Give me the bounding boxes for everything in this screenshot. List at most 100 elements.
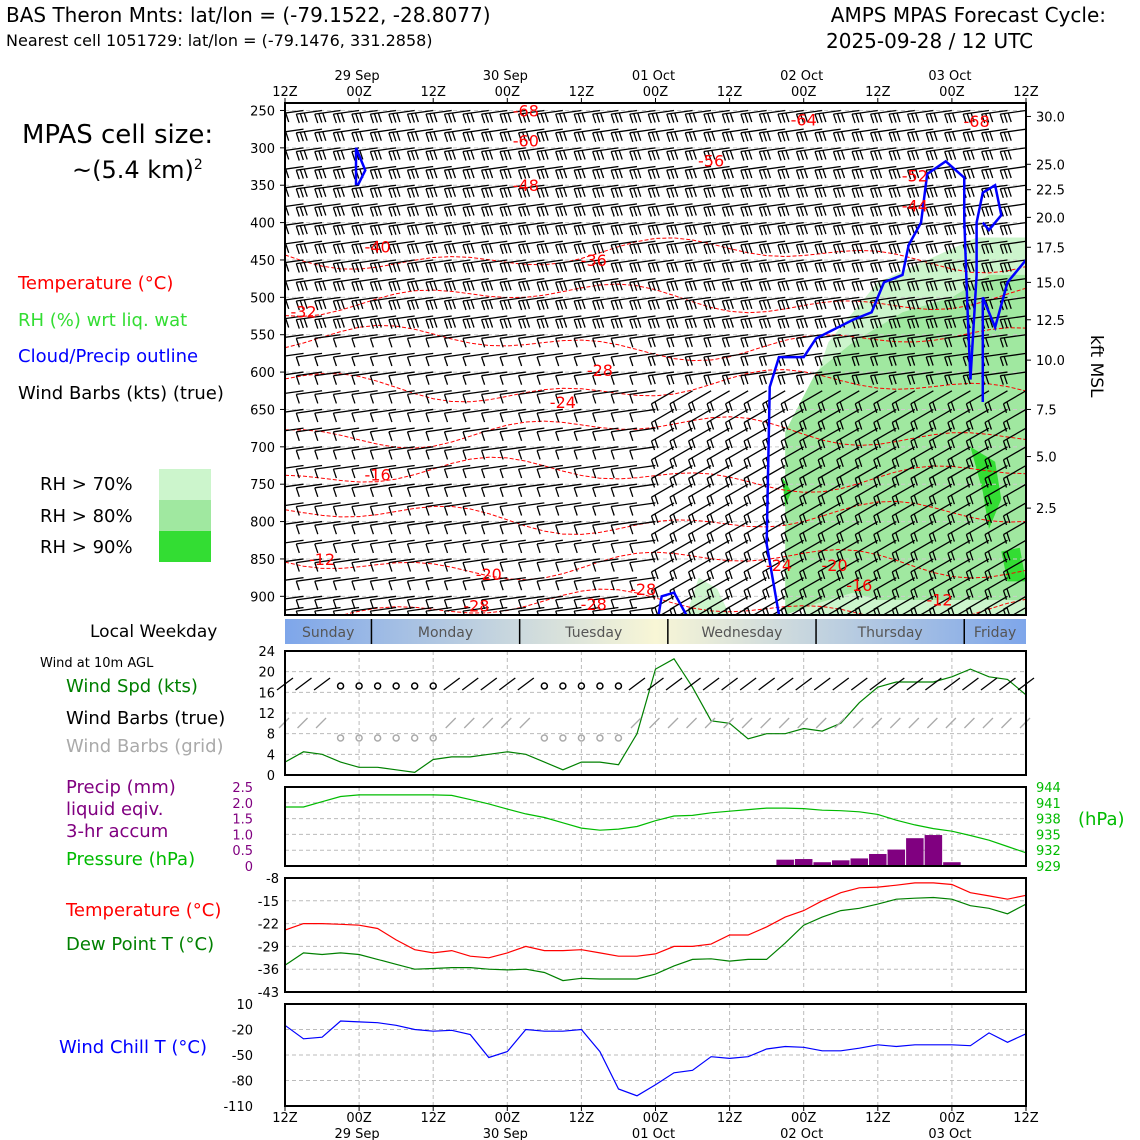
wind-barb-feather [666, 225, 671, 236]
wind-barb-feather [707, 337, 712, 348]
wind-barb-feather [947, 244, 953, 254]
wind-barb-feather [392, 225, 397, 235]
wind-barb [759, 203, 786, 209]
wind-barb [1003, 483, 1026, 498]
wind-barb [762, 595, 786, 610]
wind-barb [611, 539, 638, 545]
wind-barb-feather [989, 318, 994, 328]
wind-barb-feather [336, 281, 341, 291]
wind-barb-feather [629, 113, 634, 124]
wind-barb-feather [470, 112, 475, 123]
wind-barb-feather [989, 168, 994, 179]
wind-barb-feather [278, 544, 281, 553]
wind-barb-feather [950, 438, 956, 449]
wind-barb [836, 595, 860, 610]
wind-barb-feather [799, 244, 805, 254]
wind-barb-feather [536, 394, 541, 404]
wind-barb-feather [555, 282, 560, 292]
wind-barb-feather [859, 112, 864, 123]
wind-barb-feather [517, 394, 523, 404]
wind-barb-feather [669, 459, 674, 470]
wind-barb-feather [499, 487, 504, 498]
wind-barb-feather [799, 262, 805, 273]
wind-barb-feather [1006, 438, 1011, 449]
wind-barb-feather [521, 300, 527, 310]
wind-barb [1003, 464, 1026, 480]
wind-barb-feather [373, 113, 379, 123]
wind-barb-feather [406, 338, 412, 348]
wind-barb-feather [709, 457, 715, 468]
wind-barb-feather [873, 225, 879, 235]
wind-barb-feather [691, 513, 696, 524]
wind-barb-feather [392, 244, 397, 254]
wind-barb-feather [451, 168, 457, 179]
wind-barb-feather [933, 224, 938, 235]
wind-barb-feather [299, 188, 304, 198]
top-date-label: 02 Oct [780, 69, 823, 84]
wind-barb-feather [285, 224, 290, 235]
wind-barb-feather [462, 132, 467, 143]
wind-barb-feather [743, 553, 748, 563]
wind-barb-feather [817, 553, 822, 563]
wind-barb-feather [799, 553, 804, 563]
wind-barb-feather [724, 609, 729, 615]
wind-barb-feather [669, 553, 674, 563]
wind-barb-feather [725, 225, 730, 235]
wind-barb-grid [723, 717, 735, 729]
wind-barb-feather [536, 543, 541, 554]
wind-barb-feather [592, 450, 597, 460]
wind-barb [629, 446, 656, 452]
wind-barb-feather [929, 131, 934, 142]
wind-barb-feather [633, 281, 638, 291]
wind-barb-feather [873, 150, 879, 161]
wind-barb-feather [536, 319, 541, 329]
wind-barb-feather [748, 299, 753, 310]
wind-barb-feather [859, 150, 864, 160]
wind-barb-feather [499, 468, 504, 479]
wind-barb-feather [670, 262, 675, 273]
weekday-name: Sunday [302, 625, 354, 641]
wind-barb [555, 446, 582, 452]
wind-barb-feather [388, 338, 393, 348]
wind-barb-feather [799, 590, 804, 600]
wind-barb-feather [795, 169, 801, 180]
precip-bar [813, 862, 831, 866]
wind-barb-feather [540, 281, 545, 291]
wind-barb [651, 446, 675, 461]
wind-barb-feather [259, 469, 262, 478]
wind-barb [314, 595, 341, 601]
wind-barb-feather [351, 151, 356, 161]
wind-barb-feather [499, 263, 504, 273]
wind-barb [425, 502, 452, 508]
wind-barb [537, 334, 563, 339]
wind-barb-feather [462, 207, 467, 217]
wind-barb-feather [278, 170, 281, 179]
wind-barb-feather [876, 494, 881, 505]
wind-barb-feather [295, 338, 300, 348]
wind-barb-feather [670, 244, 675, 254]
wind-barb-feather [895, 551, 900, 561]
wind-barb-feather [818, 169, 823, 179]
wind-barb-feather [691, 532, 696, 542]
wind-barb [725, 558, 749, 573]
wind-barb-feather [729, 150, 734, 160]
wind-barb-feather [303, 187, 308, 197]
wind-barb-feather [414, 168, 420, 179]
wind-barb-feather [781, 244, 786, 254]
wind-barb-feather [858, 401, 863, 412]
wind-barb-feather [462, 169, 467, 180]
wind-barb-feather [388, 450, 393, 460]
wind-barb-feather [610, 282, 615, 292]
wind-barb [285, 278, 286, 280]
wind-barb-feather [484, 150, 490, 161]
wind-barb [296, 334, 323, 339]
wind-barb-feather [799, 318, 805, 329]
wind-barb-feather [610, 468, 615, 479]
wind-barb-feather [984, 553, 989, 563]
wind-barb-feather [484, 188, 490, 198]
wind-barb-feather [599, 168, 605, 179]
wind-barb-feather [480, 263, 486, 273]
wind-barb-feather [558, 206, 564, 217]
wind-barb-feather [854, 496, 859, 507]
wind-barb-feather [729, 168, 734, 179]
